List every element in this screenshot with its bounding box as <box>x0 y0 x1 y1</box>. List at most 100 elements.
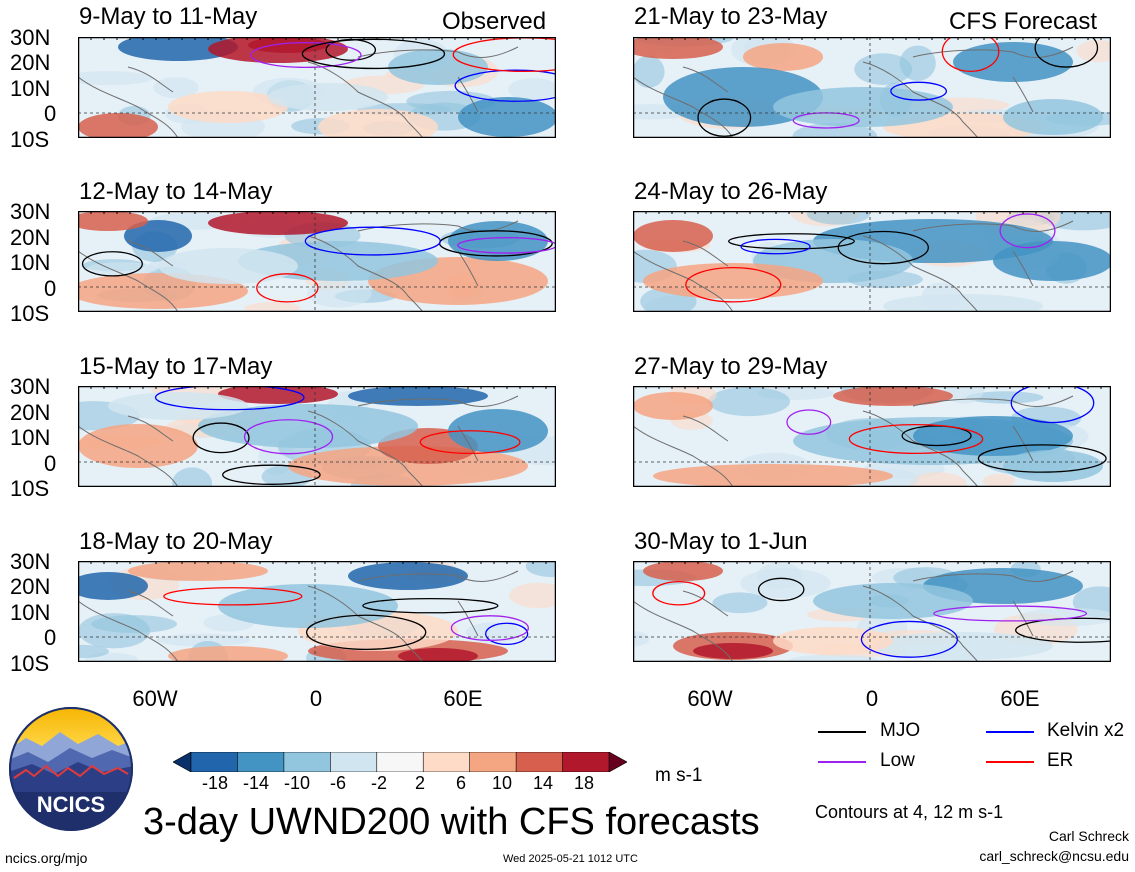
lat-label: 10N <box>10 250 51 275</box>
legend-label-low: Low <box>880 750 915 771</box>
colorbar-tick: 14 <box>532 773 554 793</box>
anomaly-patch <box>740 568 831 599</box>
wave-contour <box>1034 37 1099 68</box>
map-forecast-2 <box>633 211 1111 312</box>
author-email: carl_schreck@ncsu.edu <box>979 848 1129 864</box>
anomaly-patch <box>966 391 1044 404</box>
anomaly-blob <box>743 43 823 71</box>
coastline <box>862 410 979 487</box>
anomaly-blob <box>78 211 148 231</box>
anomaly-patch <box>507 77 556 101</box>
anomaly-blob <box>448 409 548 453</box>
wave-contour <box>457 237 556 254</box>
wave-contour <box>728 233 855 250</box>
lat-label: 30N <box>10 374 51 399</box>
coastline <box>78 250 179 312</box>
colorbar-swatch <box>562 751 610 773</box>
anomaly-blob <box>458 97 556 137</box>
anomaly-blob <box>448 221 548 261</box>
colorbar-tick: -6 <box>329 773 346 793</box>
wave-contour <box>837 230 929 265</box>
coastline <box>862 585 979 662</box>
map-frame <box>633 561 1111 662</box>
anomaly-blob <box>883 294 1043 312</box>
wave-contour <box>256 273 319 303</box>
lat-label: 10N <box>10 425 51 450</box>
site-url[interactable]: ncics.org/mjo <box>5 850 88 866</box>
colorbar-tick: 10 <box>491 773 513 793</box>
coastline <box>127 590 174 617</box>
wave-contour <box>362 597 499 614</box>
map-frame <box>78 211 556 312</box>
anomaly-patch <box>1076 39 1111 63</box>
anomaly-blob <box>813 583 973 619</box>
coastline <box>127 66 174 93</box>
units-label: m s-1 <box>655 765 703 786</box>
anomaly-patch <box>982 473 1015 487</box>
lat-label: 0 <box>44 276 57 301</box>
wave-contour <box>163 587 303 606</box>
anomaly-blob <box>118 37 238 61</box>
lon-label-60w-right: 60W <box>687 686 733 711</box>
anomaly-blob <box>1003 99 1103 135</box>
legend-line-low <box>818 761 866 763</box>
anomaly-blob <box>78 424 198 468</box>
wave-contour <box>757 577 805 602</box>
anomaly-patch <box>91 615 178 633</box>
anomaly-blob <box>773 87 953 127</box>
coastline <box>1012 250 1034 287</box>
anomaly-patch <box>854 53 913 85</box>
anomaly-blob <box>773 627 893 655</box>
map-forecast-4 <box>633 561 1111 662</box>
anomaly-blob <box>993 241 1111 281</box>
coastline <box>357 46 519 58</box>
coastline <box>78 425 179 487</box>
anomaly-patch <box>153 77 199 99</box>
anomaly-patch <box>172 467 213 487</box>
anomaly-patch <box>633 631 650 647</box>
lon-label-0-left: 0 <box>309 686 323 711</box>
anomaly-blob <box>198 404 418 448</box>
colorbar-swatch <box>515 751 564 773</box>
anomaly-patch <box>465 622 521 644</box>
coastline <box>307 410 424 487</box>
lat-label: 0 <box>44 451 57 476</box>
anomaly-blob <box>78 572 148 600</box>
anomaly-patch <box>78 71 154 86</box>
anomaly-blob <box>348 562 468 590</box>
colorbar-tick: -18 <box>201 773 228 793</box>
wave-contour <box>419 430 521 455</box>
map-frame <box>78 561 556 662</box>
anomaly-blob <box>693 643 773 659</box>
anomaly-patch <box>899 45 936 82</box>
map-frame <box>78 37 556 138</box>
colorbar-tick: -10 <box>283 773 310 793</box>
wave-contour <box>1015 617 1111 643</box>
colorbar-swatch <box>172 751 192 773</box>
coastline <box>633 250 734 312</box>
colorbar-swatch <box>330 751 378 773</box>
lat-label: 30N <box>10 199 51 224</box>
lat-label: 30N <box>10 25 51 50</box>
lon-label-60e-right: 60E <box>1000 686 1040 711</box>
wave-contour <box>305 614 427 651</box>
map-frame <box>633 386 1111 487</box>
anomaly-blob <box>218 386 338 404</box>
anomaly-blob <box>208 211 348 235</box>
lat-label: 10S <box>10 651 50 676</box>
wave-contour <box>685 267 782 303</box>
wave-contour <box>454 69 556 102</box>
colorbar-swatch <box>237 751 285 773</box>
coastline <box>78 76 179 138</box>
lat-label: 20N <box>10 400 51 425</box>
anomaly-blob <box>633 220 713 252</box>
coastline <box>1012 76 1034 113</box>
anomaly-blob <box>348 386 488 406</box>
panel-title-forecast-2: 24-May to 26-May <box>634 178 828 205</box>
wave-contour <box>1010 386 1095 424</box>
panel-title-observed-3: 15-May to 17-May <box>79 353 273 380</box>
anomaly-blob <box>388 49 488 85</box>
anomaly-patch <box>509 582 556 609</box>
anomaly-blob <box>218 584 398 628</box>
lat-label: 30N <box>10 549 51 574</box>
